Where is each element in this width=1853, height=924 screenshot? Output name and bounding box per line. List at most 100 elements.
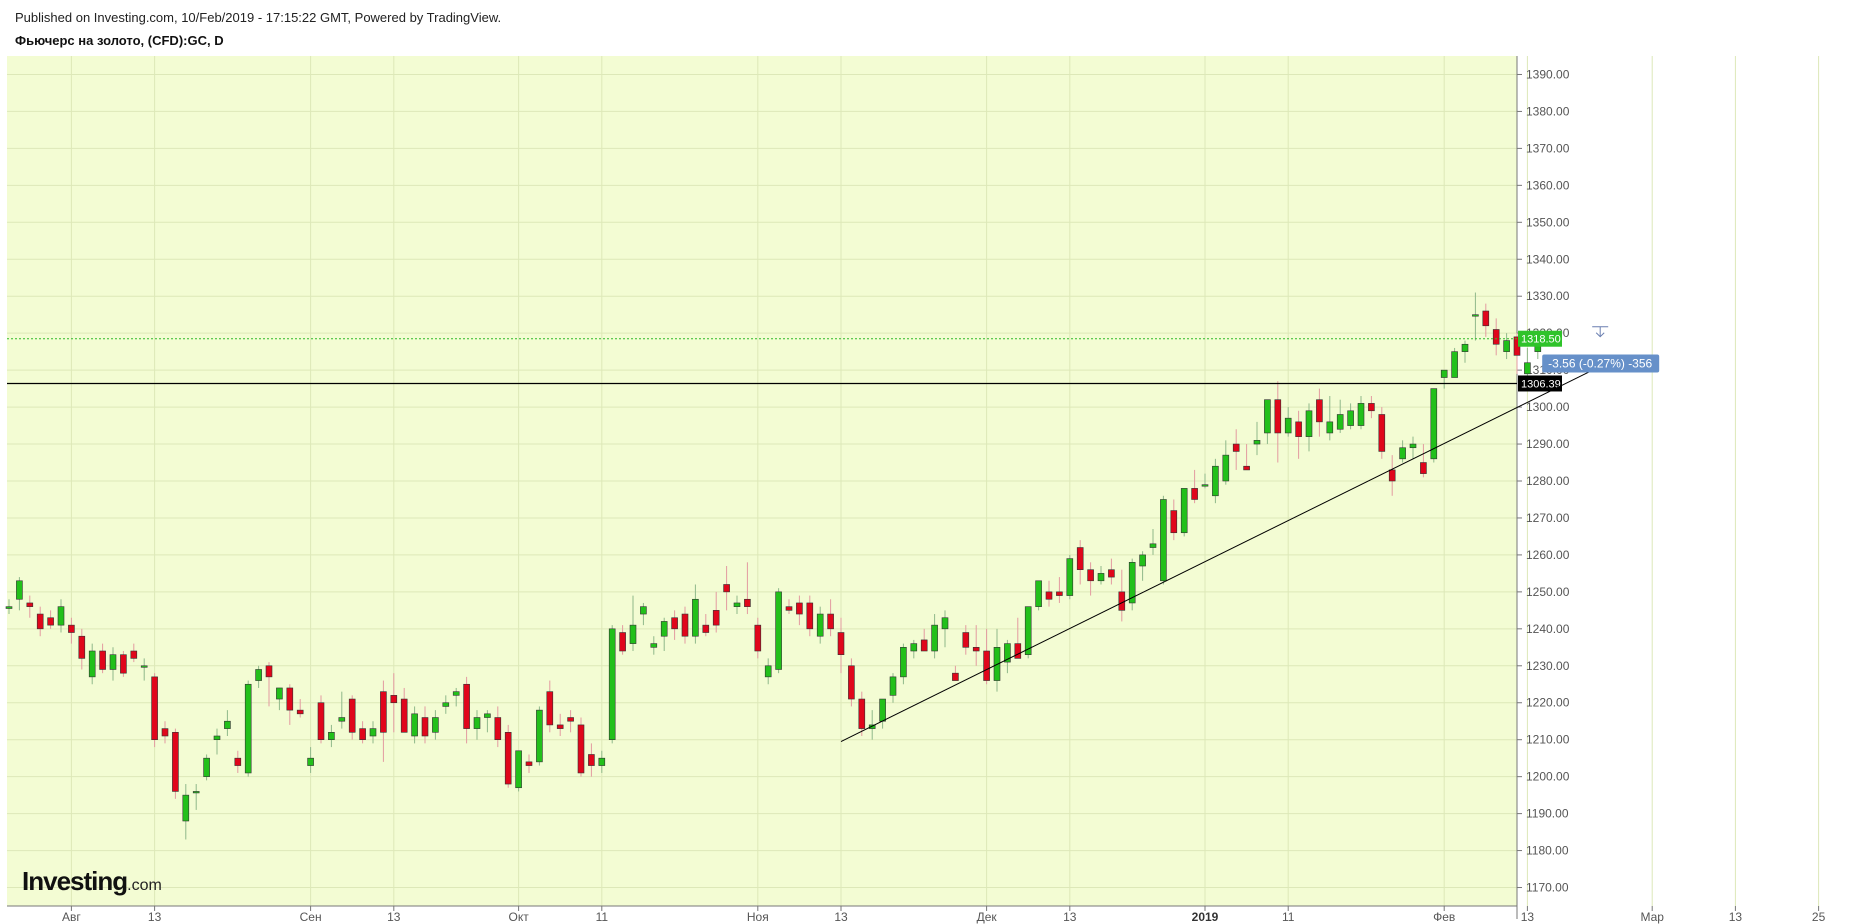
candle[interactable] [723,584,730,593]
candle[interactable] [484,713,491,718]
candle[interactable] [244,683,252,774]
candle[interactable] [660,621,668,637]
candle[interactable] [192,791,200,794]
candle[interactable] [140,665,148,668]
candle[interactable] [702,624,710,633]
candle[interactable] [900,647,907,678]
candle[interactable] [296,709,304,715]
candle[interactable] [120,654,127,674]
candle[interactable] [952,672,959,681]
candle[interactable] [931,624,938,652]
candle[interactable] [369,728,377,737]
candle[interactable] [1097,573,1105,582]
candle[interactable] [868,724,876,729]
candle[interactable] [1357,403,1365,426]
candle[interactable] [536,709,543,763]
candle[interactable] [1336,414,1344,430]
candle[interactable] [109,654,117,670]
candle[interactable] [88,650,96,678]
candle[interactable] [234,757,242,766]
candle[interactable] [328,732,335,740]
candle[interactable] [1108,569,1115,578]
candle[interactable] [213,735,221,740]
candle[interactable] [494,717,502,740]
candle[interactable] [182,794,190,822]
candle[interactable] [1461,343,1469,352]
candle[interactable] [858,698,866,729]
candle[interactable] [1243,465,1250,471]
candle[interactable] [99,650,106,670]
candle[interactable] [1347,410,1354,426]
candle[interactable] [1149,543,1157,548]
candle[interactable] [1201,484,1209,487]
candle[interactable] [1056,591,1063,596]
candle[interactable] [983,650,990,681]
candle[interactable] [754,624,762,652]
candle[interactable] [442,702,450,707]
candle[interactable] [151,676,158,740]
candle[interactable] [1409,443,1417,449]
candle[interactable] [1191,488,1198,500]
candle[interactable] [816,613,824,637]
candle[interactable] [1430,388,1438,460]
candle[interactable] [775,591,782,670]
candle[interactable] [432,717,439,733]
candle[interactable] [598,757,606,766]
candle[interactable] [515,750,522,789]
candle[interactable] [764,665,772,678]
candle[interactable] [1420,462,1427,474]
candle[interactable] [1045,591,1053,600]
candle[interactable] [1180,488,1188,534]
candle[interactable] [1472,314,1479,317]
candle[interactable] [1087,569,1094,582]
candle[interactable] [400,698,408,733]
candle[interactable] [681,613,689,637]
candle[interactable] [265,665,273,678]
candle[interactable] [1482,310,1490,327]
candle[interactable] [276,687,283,700]
candle[interactable] [338,717,346,722]
candle[interactable] [1232,443,1240,452]
candle[interactable] [473,717,481,729]
candle[interactable] [1014,643,1022,659]
candle[interactable] [962,632,970,648]
candle[interactable] [1305,410,1313,437]
candle[interactable] [744,598,751,607]
candle[interactable] [972,647,980,652]
candle[interactable] [910,643,918,652]
candle[interactable] [619,632,626,652]
candle[interactable] [827,613,834,630]
candle[interactable] [1524,362,1531,375]
candle[interactable] [1212,465,1219,497]
candle[interactable] [1128,562,1136,604]
candle[interactable] [1035,580,1042,607]
candle[interactable] [712,610,720,626]
candle[interactable] [629,624,637,644]
candle[interactable] [5,606,13,609]
candle[interactable] [1160,499,1167,582]
candle[interactable] [640,606,647,615]
candle[interactable] [837,632,845,655]
candle[interactable] [1399,447,1406,460]
candle[interactable] [359,728,366,740]
candle[interactable] [796,602,803,615]
candle[interactable] [1451,351,1458,378]
trend-line[interactable] [840,365,1601,742]
candle[interactable] [1503,340,1510,352]
candle[interactable] [1222,454,1230,482]
candle[interactable] [307,757,314,766]
candle[interactable] [1139,554,1146,567]
candle[interactable] [920,639,928,652]
candle[interactable] [380,691,387,733]
candle[interactable] [390,695,398,704]
candle[interactable] [567,717,574,722]
annotation-box[interactable] [1542,354,1660,373]
candle[interactable] [1264,399,1271,434]
candle[interactable] [1316,399,1323,423]
candle[interactable] [130,650,138,659]
candle[interactable] [317,702,325,740]
candle[interactable] [785,606,793,611]
candle[interactable] [889,676,897,696]
candle[interactable] [1274,399,1282,434]
